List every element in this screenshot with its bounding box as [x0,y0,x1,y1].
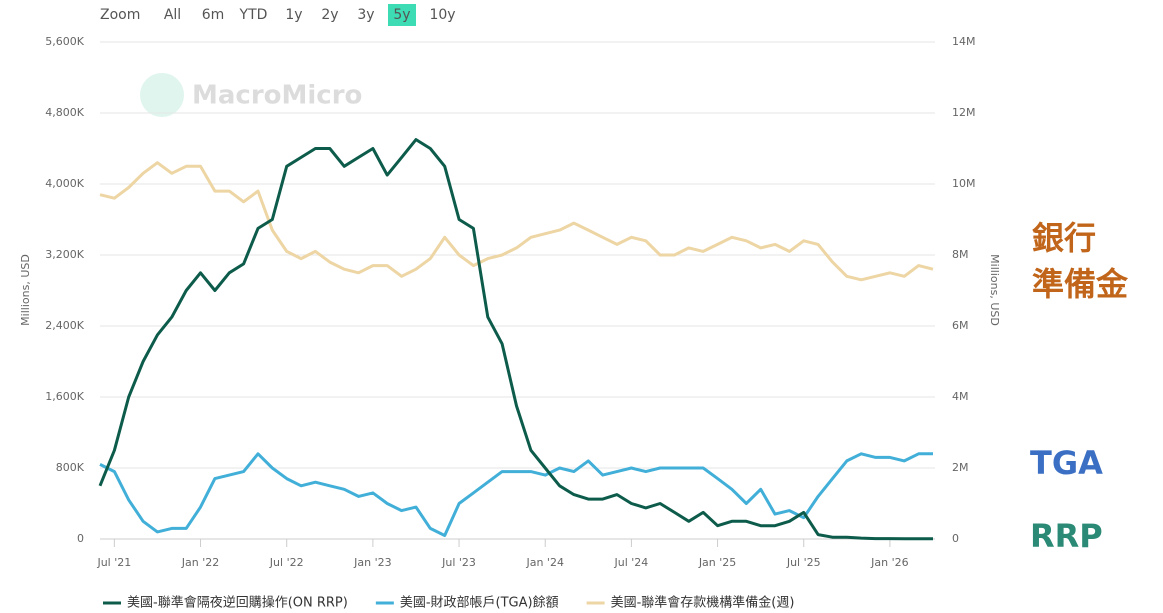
watermark-logo [140,73,184,117]
x-tick-label: Jan '26 [870,556,908,569]
y2-tick-label: 10M [952,177,976,190]
range-button[interactable]: 6m [202,7,225,23]
annotation: 銀行 [1032,219,1096,257]
y-tick-label: 0 [77,532,84,545]
y-tick-label: 800K [56,461,85,474]
x-tick-label: Jul '22 [269,556,304,569]
y-tick-label: 4,800K [45,106,84,119]
y2-tick-label: 6M [952,319,969,332]
annotation: RRP [1030,517,1103,555]
x-tick-label: Jan '23 [353,556,391,569]
y-tick-label: 3,200K [45,248,84,261]
annotation: TGA [1030,444,1103,482]
y2-tick-label: 12M [952,106,976,119]
x-tick-label: Jan '25 [698,556,736,569]
y-tick-label: 1,600K [45,390,84,403]
y-tick-label: 2,400K [45,319,84,332]
legend-label[interactable]: 美國-聯準會存款機構準備金(週) [611,595,795,611]
watermark: MacroMicro [192,81,362,111]
x-tick-label: Jul '21 [96,556,131,569]
range-button[interactable]: All [164,7,181,23]
x-tick-label: Jan '24 [525,556,563,569]
y2-tick-label: 8M [952,248,969,261]
series-line [98,138,933,541]
range-button[interactable]: 1y [285,7,302,23]
y2-axis-title: Millions, USD [988,254,1001,326]
y-tick-label: 4,000K [45,177,84,190]
x-tick-label: Jul '23 [441,556,476,569]
range-button[interactable]: YTD [239,7,268,23]
legend-label[interactable]: 美國-財政部帳戶(TGA)餘額 [400,595,559,611]
y2-tick-label: 4M [952,390,969,403]
range-button[interactable]: 10y [429,7,455,23]
series-line [99,452,933,537]
y-tick-label: 5,600K [45,35,84,48]
x-tick-label: Jul '24 [613,556,648,569]
y2-tick-label: 2M [952,461,969,474]
y2-tick-label: 0 [952,532,959,545]
y-axis-title: Millions, USD [19,254,32,326]
range-button[interactable]: 5y [393,7,410,23]
zoom-label: Zoom [100,7,140,23]
y2-tick-label: 14M [952,35,976,48]
legend-label[interactable]: 美國-聯準會隔夜逆回購操作(ON RRP) [127,595,348,611]
range-button[interactable]: 2y [321,7,338,23]
x-tick-label: Jul '25 [786,556,821,569]
range-button-selected[interactable] [388,4,416,26]
range-button[interactable]: 3y [357,7,374,23]
series-line [99,161,934,282]
x-tick-label: Jan '22 [181,556,219,569]
annotation: 準備金 [1032,265,1129,303]
